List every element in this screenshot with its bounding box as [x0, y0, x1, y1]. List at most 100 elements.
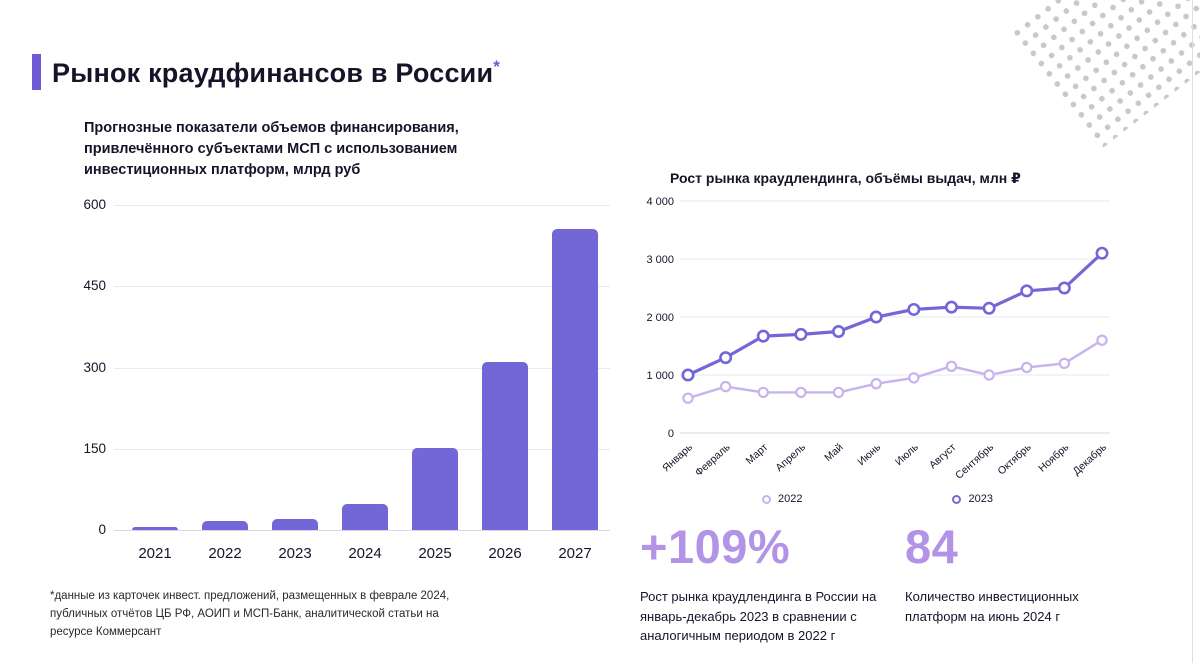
series-2022-point-Май: [832, 386, 845, 399]
bar-2026: [482, 362, 528, 531]
bar-chart: 0 150 300 450 600 2021 2022 2023 2024 2025 2026 202…: [50, 197, 610, 562]
bar-chart-title: Прогнозные показатели объемов финансиров…: [84, 120, 459, 179]
series-2022-point-Август: [945, 360, 958, 372]
series-2022-point-Февраль: [719, 380, 732, 393]
bar-column-2024: 2024: [330, 205, 400, 562]
series-2023-point-Сентябрь: [982, 301, 996, 315]
series-2023-point-Май: [832, 325, 846, 339]
bar-2024: [342, 504, 388, 531]
line-chart-x-axis-label: Апрель: [773, 441, 808, 474]
bar-2025: [412, 447, 458, 531]
stat-growth-value: +109%: [640, 520, 791, 573]
bar-chart-gridline: [114, 530, 610, 532]
series-2022-point-Июнь: [870, 377, 882, 390]
line-chart-x-axis-label: Март: [744, 441, 771, 467]
title-asterisk: *: [493, 57, 501, 76]
bar-chart-y-axis-label: 300: [83, 359, 106, 375]
bar-chart-gridline: [114, 205, 610, 207]
bar-column-2026: 2026: [470, 205, 540, 562]
legend: 2022 2023: [640, 493, 1185, 505]
line-chart-x-axis-label: Декабрь: [1071, 441, 1110, 478]
legend-label: 2022: [778, 493, 803, 505]
bar-chart-x-axis-label: 2025: [418, 545, 452, 563]
series-2023-line: [687, 252, 1104, 377]
series-2022-point-Декабрь: [1096, 334, 1108, 346]
line-chart-section: Рост рынка краудлендинга, объёмы выдач, …: [640, 170, 1185, 646]
series-2022-point-Апрель: [795, 386, 807, 399]
line-chart-y-axis-label: 0: [668, 428, 674, 440]
series-2022-point-Март: [757, 386, 769, 399]
decorative-dots-pattern: [1008, 0, 1200, 150]
line-chart-y-axis-label: 2 000: [646, 312, 674, 324]
line-chart-x-axis-label: Июнь: [855, 441, 883, 468]
legend-marker-icon: [952, 494, 962, 504]
bar-column-2022: 2022: [190, 205, 260, 562]
bar-chart-plot-area: 0 150 300 450 600 2021 2022 2023 2024 2025 2026 202…: [83, 197, 610, 562]
line-chart-x-axis-label: Сентябрь: [953, 441, 996, 482]
line-chart-x-axis-label: Июль: [893, 441, 921, 468]
bar-2023: [272, 519, 318, 531]
series-2022-point-Июль: [908, 372, 920, 384]
header: Рынок краудфинансов в России*: [32, 54, 500, 90]
series-2023-point-Декабрь: [1095, 246, 1109, 260]
series-2022-point-Ноябрь: [1058, 357, 1071, 370]
legend-item-2022: 2022: [762, 493, 802, 505]
bar-2022: [202, 520, 248, 531]
line-chart-x-axis-label: Октябрь: [995, 441, 1034, 478]
series-2023-point-Апрель: [794, 327, 808, 341]
line-chart-x-axis-label: Январь: [660, 441, 695, 474]
series-2022-point-Сентябрь: [983, 369, 995, 381]
bar-chart-section: Прогнозные показатели объемов финансиров…: [50, 118, 610, 641]
footnote: *данные из карточек инвест. предложений,…: [50, 590, 450, 638]
bar-column-2027: 2027: [540, 205, 610, 562]
stat-platform-count: 84 Количество инвестиционных платформ на…: [905, 519, 1135, 646]
line-chart-y-axis-label: 3 000: [646, 254, 674, 266]
series-2023-point-Октябрь: [1020, 284, 1034, 298]
line-chart-x-axis-label: Май: [822, 441, 845, 464]
series-2023-point-Февраль: [719, 351, 733, 365]
stat-platform-count-value: 84: [905, 520, 959, 573]
series-2023-point-Ноябрь: [1057, 281, 1071, 295]
page-title-text: Рынок краудфинансов в России: [52, 58, 494, 88]
page-title: Рынок краудфинансов в России*: [52, 54, 500, 89]
slide-edge-divider: [1192, 0, 1193, 663]
bar-chart-x-axis-label: 2026: [488, 545, 522, 563]
series-2023-point-Август: [944, 300, 958, 314]
stat-growth: +109% Рост рынка краудлендинга в России …: [640, 519, 880, 646]
bar-2021: [132, 527, 178, 531]
line-chart-x-axis-label: Ноябрь: [1036, 441, 1071, 475]
series-2023-point-Январь: [681, 368, 695, 382]
series-2022-point-Октябрь: [1021, 361, 1033, 374]
bar-chart-x-axis-label: 2024: [348, 545, 382, 563]
bar-chart-x-axis-label: 2021: [138, 545, 172, 563]
title-accent-bar: [32, 54, 41, 90]
bar-chart-gridline: [114, 448, 610, 450]
line-chart-x-axis-label: Февраль: [693, 441, 733, 479]
stats-row: +109% Рост рынка краудлендинга в России …: [640, 519, 1185, 646]
series-2023-point-Март: [756, 329, 770, 343]
bar-chart-x-axis-label: 2023: [278, 545, 312, 563]
series-2022-line: [687, 339, 1103, 400]
bar-chart-y-axis-label: 150: [83, 440, 106, 456]
line-chart-title: Рост рынка краудлендинга, объёмы выдач, …: [670, 170, 1021, 186]
stat-platform-count-description: Количество инвестиционных платформ на ию…: [905, 589, 1079, 624]
legend-item-2023: 2023: [952, 493, 993, 505]
bar-column-2023: 2023: [260, 205, 330, 562]
series-2023-point-Июнь: [869, 310, 883, 324]
bar-chart-y-axis-label: 0: [98, 522, 106, 538]
series-2022-point-Январь: [682, 392, 694, 404]
line-chart-y-axis-label: 1 000: [646, 370, 674, 382]
legend-label: 2023: [968, 493, 993, 505]
bar-chart-x-axis-label: 2027: [558, 545, 592, 563]
line-chart-y-axis-label: 4 000: [646, 196, 674, 208]
bar-chart-gridline: [114, 286, 610, 288]
stat-growth-description: Рост рынка краудлендинга в России на янв…: [640, 589, 877, 643]
bar-chart-gridline: [114, 367, 610, 369]
bar-chart-y-axis-label: 600: [83, 197, 106, 213]
bar-chart-y-axis-label: 450: [83, 278, 106, 294]
bar-chart-x-axis-label: 2022: [208, 545, 242, 563]
series-2023-point-Июль: [907, 302, 921, 316]
bar-column-2025: 2025: [400, 205, 470, 562]
